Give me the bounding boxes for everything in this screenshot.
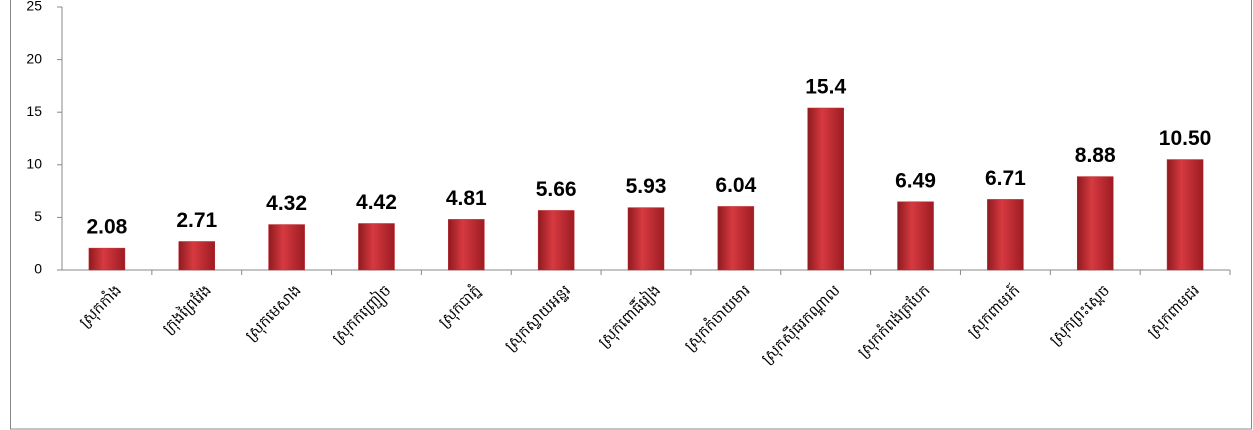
x-tick-label: ស្រុកបាភ្នំ [434,281,485,332]
x-tick-label: ក្រុងព្រៃវែង [158,281,215,338]
value-label: 2.71 [176,209,217,232]
x-tick-label: ស្រុកកំពង់ត្របែក [853,281,934,362]
bar [448,219,485,271]
bar [1076,176,1114,271]
x-tick-label: ស្រុកកំចាយមារ [680,281,755,356]
value-label: 5.66 [536,178,577,201]
bar [178,241,216,271]
bar [627,207,665,271]
value-label: 4.32 [266,192,307,215]
value-label: 6.71 [985,167,1026,190]
bar [987,199,1024,271]
x-tick-label: ស្រុកពាមជរ [1143,281,1203,341]
y-tick-label: 0 [34,261,42,277]
bar [897,201,934,271]
value-label: 4.42 [356,191,397,214]
x-tick-label: ស្រុកស្វាយអន្ទរ [501,281,575,355]
x-tick-label: ស្រុកកាំង [75,281,126,332]
y-tick-label: 5 [34,208,42,224]
bar [807,107,844,271]
x-tick-label: ស្រុកពោធិ៍រៀង [593,280,665,352]
x-tick-label: ស្រុកមេសាង [242,281,306,345]
value-label: 6.49 [895,169,936,192]
value-label: 2.08 [86,216,127,239]
bar [88,247,126,271]
x-tick-label: ស្រុកព្រះស្ដេច [1046,281,1114,349]
value-label: 6.04 [715,174,756,197]
x-tick-label: ស្រុកពាមរក៍ [963,281,1024,342]
value-label: 15.4 [805,76,846,99]
bar [358,223,395,271]
bar [717,206,755,271]
x-tick-label: ស្រុកកញ្ជ្រៀច [328,281,397,350]
y-tick-label: 15 [26,103,42,119]
chart-border [10,0,1252,430]
y-tick-label: 10 [26,156,42,172]
x-tick-label: ស្រុកស៊ីធរកណ្ដាល [757,281,844,368]
value-label: 5.93 [626,175,667,198]
bar [537,210,575,271]
value-label: 8.88 [1075,144,1116,167]
y-tick-label: 25 [26,0,42,14]
value-label: 4.81 [446,187,487,210]
value-label: 10.50 [1159,127,1212,150]
bar [1166,159,1204,271]
y-tick-label: 20 [26,50,42,66]
bar [268,224,305,271]
